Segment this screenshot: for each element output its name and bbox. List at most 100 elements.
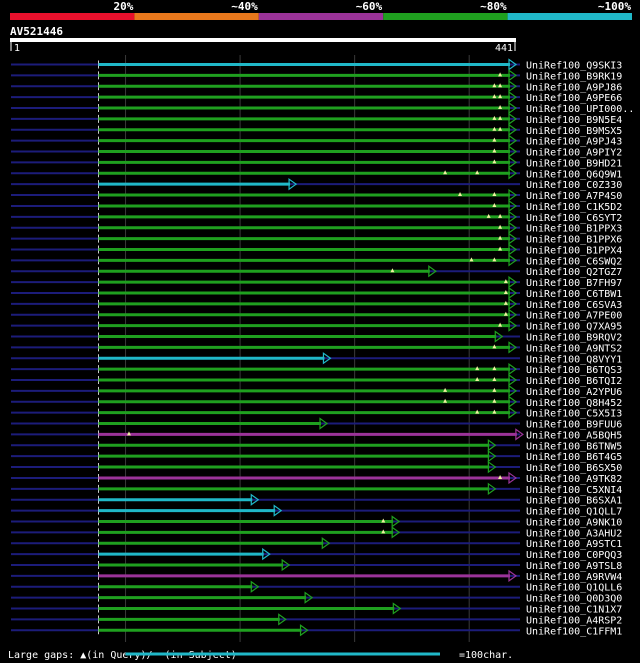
hit-row: UniRef100_A9NTS2 [11, 341, 622, 354]
gap-marker [492, 83, 497, 88]
hit-end-arrow [304, 591, 314, 604]
hit-end-arrow [508, 112, 518, 126]
gap-marker [381, 529, 386, 534]
hit-row: UniRef100_B6SXA1 [11, 493, 622, 507]
hit-end-arrow [508, 341, 518, 354]
gap-marker [498, 72, 503, 77]
gap-marker [498, 94, 503, 99]
hit-name: UniRef100_C6SYT2 [526, 213, 622, 224]
hit-end-arrow [487, 460, 497, 474]
hit-row: UniRef100_A9NK10 [11, 515, 622, 528]
gap-marker [443, 398, 448, 403]
hit-end-arrow [288, 178, 298, 191]
identity-scale-segment [507, 13, 632, 20]
hit-row: UniRef100_A2YPU6 [11, 384, 622, 398]
hit-name: UniRef100_A9STC1 [526, 539, 622, 550]
gap-marker [492, 377, 497, 382]
hit-row: UniRef100_C6SWQ2 [11, 254, 622, 267]
hit-end-arrow [508, 319, 518, 332]
hit-name: UniRef100_B6T4G5 [526, 452, 622, 463]
gap-marker [498, 105, 503, 110]
gap-marker [503, 300, 508, 305]
hit-row: UniRef100_C0Z330 [11, 178, 622, 191]
hit-row: UniRef100_B1PPX4 [11, 243, 622, 256]
hit-end-arrow [508, 471, 518, 485]
hit-row: UniRef100_C1N1X7 [11, 602, 622, 616]
hit-row: UniRef100_A9PJ86 [11, 80, 622, 93]
hit-end-arrow [508, 167, 518, 180]
gap-marker [492, 115, 497, 120]
hit-row: UniRef100_A3AHU2 [11, 526, 622, 539]
hit-row: UniRef100_C5XNI4 [11, 482, 622, 496]
hit-end-arrow [508, 384, 518, 398]
hit-end-arrow [494, 330, 504, 343]
hit-end-arrow [508, 395, 518, 408]
hit-name: UniRef100_A2YPU6 [526, 387, 622, 398]
hit-name: UniRef100_B1PPX4 [526, 245, 622, 256]
hit-end-arrow [487, 439, 497, 452]
gap-marker [492, 148, 497, 153]
gap-marker [498, 246, 503, 251]
hit-row: UniRef100_B1PPX6 [11, 232, 622, 246]
hit-end-arrow [391, 526, 401, 539]
scale-legend-text: =100char. [459, 650, 513, 661]
hit-end-arrow [250, 580, 260, 593]
query-id-label: AV521446 [10, 25, 63, 38]
hit-name: UniRef100_B6SXA1 [526, 496, 622, 507]
hit-end-arrow [508, 123, 518, 136]
hit-name: UniRef100_UPI000.. [526, 104, 634, 115]
hit-row: UniRef100_B9RQV2 [11, 330, 622, 344]
hit-row: UniRef100_B9FUU6 [11, 417, 622, 431]
hit-row: UniRef100_A9RVW4 [11, 569, 622, 583]
hit-end-arrow [508, 69, 518, 82]
hit-row: UniRef100_Q6Q9W1 [11, 167, 622, 180]
gap-marker [498, 83, 503, 88]
hit-name: UniRef100_B7FH97 [526, 278, 622, 289]
hit-name: UniRef100_Q0D3Q0 [526, 594, 622, 605]
hit-end-arrow [508, 286, 518, 300]
gap-marker [498, 213, 503, 218]
gap-marker [475, 170, 480, 175]
hit-row: UniRef100_C1FFM1 [11, 624, 622, 637]
hit-name: UniRef100_Q7XA95 [526, 322, 622, 333]
gap-marker [443, 387, 448, 392]
gap-marker [492, 257, 497, 262]
hit-row: UniRef100_C6SVA3 [11, 297, 622, 311]
hit-row: UniRef100_B9MSX5 [11, 123, 622, 137]
gap-marker [475, 366, 480, 371]
hit-end-arrow [508, 232, 518, 245]
hit-end-arrow [508, 362, 518, 376]
gap-marker [443, 170, 448, 175]
gap-marker [503, 311, 508, 316]
hit-end-arrow [508, 254, 518, 267]
hit-end-arrow [508, 90, 518, 104]
hit-row: UniRef100_A9PJ43 [11, 134, 622, 148]
identity-scale-segment [134, 13, 259, 20]
gaps-legend-text: Large gaps: ▲(in Query)/- (in Subject) [8, 650, 237, 661]
identity-scale-label: ~40% [231, 0, 258, 13]
hit-row: UniRef100_A9TSL8 [11, 558, 622, 572]
hit-end-arrow [508, 199, 518, 213]
hit-row: UniRef100_C6TBW1 [11, 286, 622, 300]
hit-end-arrow [508, 210, 518, 223]
gap-marker [492, 94, 497, 99]
gap-marker [486, 213, 491, 218]
hit-name: UniRef100_Q2TGZ7 [526, 267, 622, 278]
hit-name: UniRef100_A9NTS2 [526, 343, 622, 354]
gap-marker [498, 322, 503, 327]
hit-name: UniRef100_B9HD21 [526, 158, 622, 169]
query-sequence-bar [10, 38, 516, 42]
hit-row: UniRef100_A5BQH5 [11, 428, 622, 441]
gap-marker [492, 387, 497, 392]
gap-marker [492, 192, 497, 197]
hit-name: UniRef100_A9PIY2 [526, 148, 622, 159]
hit-name: UniRef100_Q8VYY1 [526, 354, 622, 365]
hit-name: UniRef100_A9PJ43 [526, 137, 622, 148]
hit-row: UniRef100_C0PQQ3 [11, 547, 622, 561]
hit-row: UniRef100_A9TK82 [11, 471, 622, 485]
hit-row: UniRef100_A7PE00 [11, 308, 622, 322]
hit-row: UniRef100_A9PE66 [11, 90, 622, 104]
hit-name: UniRef100_Q9SKI3 [526, 61, 622, 72]
hit-name: UniRef100_A9NK10 [526, 517, 622, 528]
